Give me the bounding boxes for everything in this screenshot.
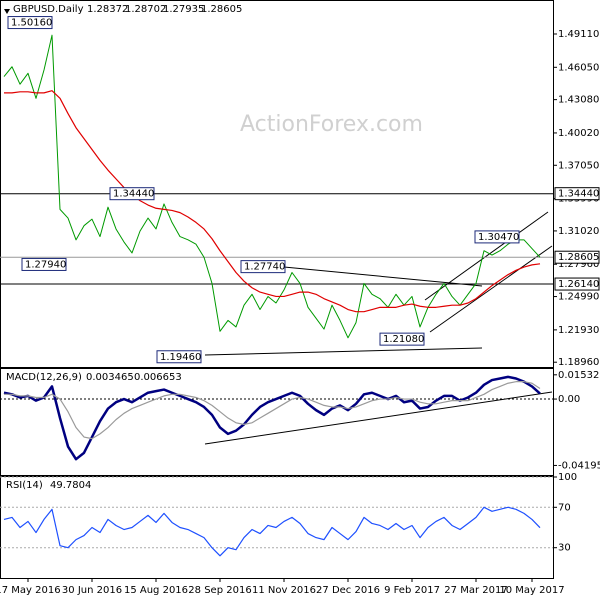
y-tick-label: 100 <box>558 472 577 483</box>
rsi-pane <box>0 476 554 579</box>
price-title: GBPUSD.Daily <box>13 4 84 15</box>
annotation-label: 1.50160 <box>11 18 52 29</box>
annotation-box <box>156 350 202 364</box>
level-label: 1.34440 <box>558 189 599 200</box>
x-tick-label: 11 Nov 2016 <box>252 585 316 596</box>
x-tick-label: 10 May 2017 <box>499 585 564 596</box>
indicator-line <box>4 90 541 313</box>
macd-header: MACD(12,26,9) 0.003465 0.006653 <box>6 372 182 383</box>
watermark: ActionForex.com <box>240 112 423 137</box>
y-tick-label: 1.46050 <box>558 62 599 73</box>
ohlc-low: 1.27935 <box>163 4 204 15</box>
y-tick-label: 1.24990 <box>558 292 599 303</box>
price-pane <box>0 0 554 368</box>
annotation-label: 1.21080 <box>383 334 424 345</box>
annotation-label: 1.34440 <box>113 189 154 200</box>
x-tick-label: 30 Jun 2016 <box>62 585 122 596</box>
x-tick-label: 17 May 2016 <box>0 585 61 596</box>
x-tick-label: 15 Aug 2016 <box>124 585 188 596</box>
rsi-reading: 49.7804 <box>50 480 91 491</box>
last-price-label: 1.28605 <box>558 252 599 263</box>
y-tick-label: 1.40020 <box>558 128 599 139</box>
x-tick-label: 28 Sep 2016 <box>188 585 251 596</box>
trendline <box>424 211 549 301</box>
macd-reading: 0.003465 <box>86 372 134 383</box>
annotation-label: 1.27940 <box>25 259 66 270</box>
y-tick-label: 1.18960 <box>558 357 599 368</box>
y-tick-label: 1.21930 <box>558 325 599 336</box>
indicator-line <box>3 375 541 461</box>
level-label: 1.26140 <box>558 279 599 290</box>
trendline <box>204 391 553 445</box>
y-tick-label: 0.015325 <box>558 370 600 381</box>
annotation-box <box>240 260 286 274</box>
y-tick-label: 1.31020 <box>558 226 599 237</box>
trendline <box>429 245 553 333</box>
annotation-box <box>7 16 53 30</box>
level-box <box>554 187 600 201</box>
level-box <box>554 277 600 291</box>
annotation-label: 1.27740 <box>244 262 285 273</box>
ohlc-open: 1.28372 <box>87 4 128 15</box>
y-tick-label: 1.43080 <box>558 95 599 106</box>
y-tick-label: 30 <box>558 543 571 554</box>
annotation-box <box>379 332 425 346</box>
macd-pane <box>0 368 554 476</box>
price-header: GBPUSD.Daily 1.28372 1.28702 1.27935 1.2… <box>13 4 242 15</box>
x-tick-label: 27 Mar 2017 <box>444 585 507 596</box>
y-tick-label: -0.041957 <box>558 460 600 471</box>
y-tick-label: 1.37050 <box>558 160 599 171</box>
x-tick-label: 9 Feb 2017 <box>384 585 440 596</box>
rsi-title: RSI(14) <box>6 480 43 491</box>
annotation-box <box>109 187 155 201</box>
ohlc-close: 1.28605 <box>201 4 242 15</box>
x-tick-label: 27 Dec 2016 <box>316 585 380 596</box>
y-tick-label: 0.00 <box>558 394 580 405</box>
indicator-line <box>3 506 541 557</box>
last-price-box <box>554 250 600 264</box>
annotation-box <box>21 257 67 271</box>
signal-reading: 0.006653 <box>134 372 182 383</box>
pane-marker <box>4 9 10 14</box>
indicator-line <box>4 381 541 440</box>
annotation-label: 1.19460 <box>160 352 201 363</box>
price-line <box>3 34 541 339</box>
trendline <box>204 347 483 356</box>
annotation-box <box>474 230 520 244</box>
ohlc-high: 1.28702 <box>125 4 166 15</box>
y-tick-label: 1.49110 <box>558 29 599 40</box>
y-tick-label: 70 <box>558 502 571 513</box>
y-tick-label: 1.27960 <box>558 259 599 270</box>
annotation-label: 1.30470 <box>478 232 519 243</box>
rsi-header: RSI(14) 49.7804 <box>6 480 91 491</box>
macd-title: MACD(12,26,9) <box>6 372 82 383</box>
